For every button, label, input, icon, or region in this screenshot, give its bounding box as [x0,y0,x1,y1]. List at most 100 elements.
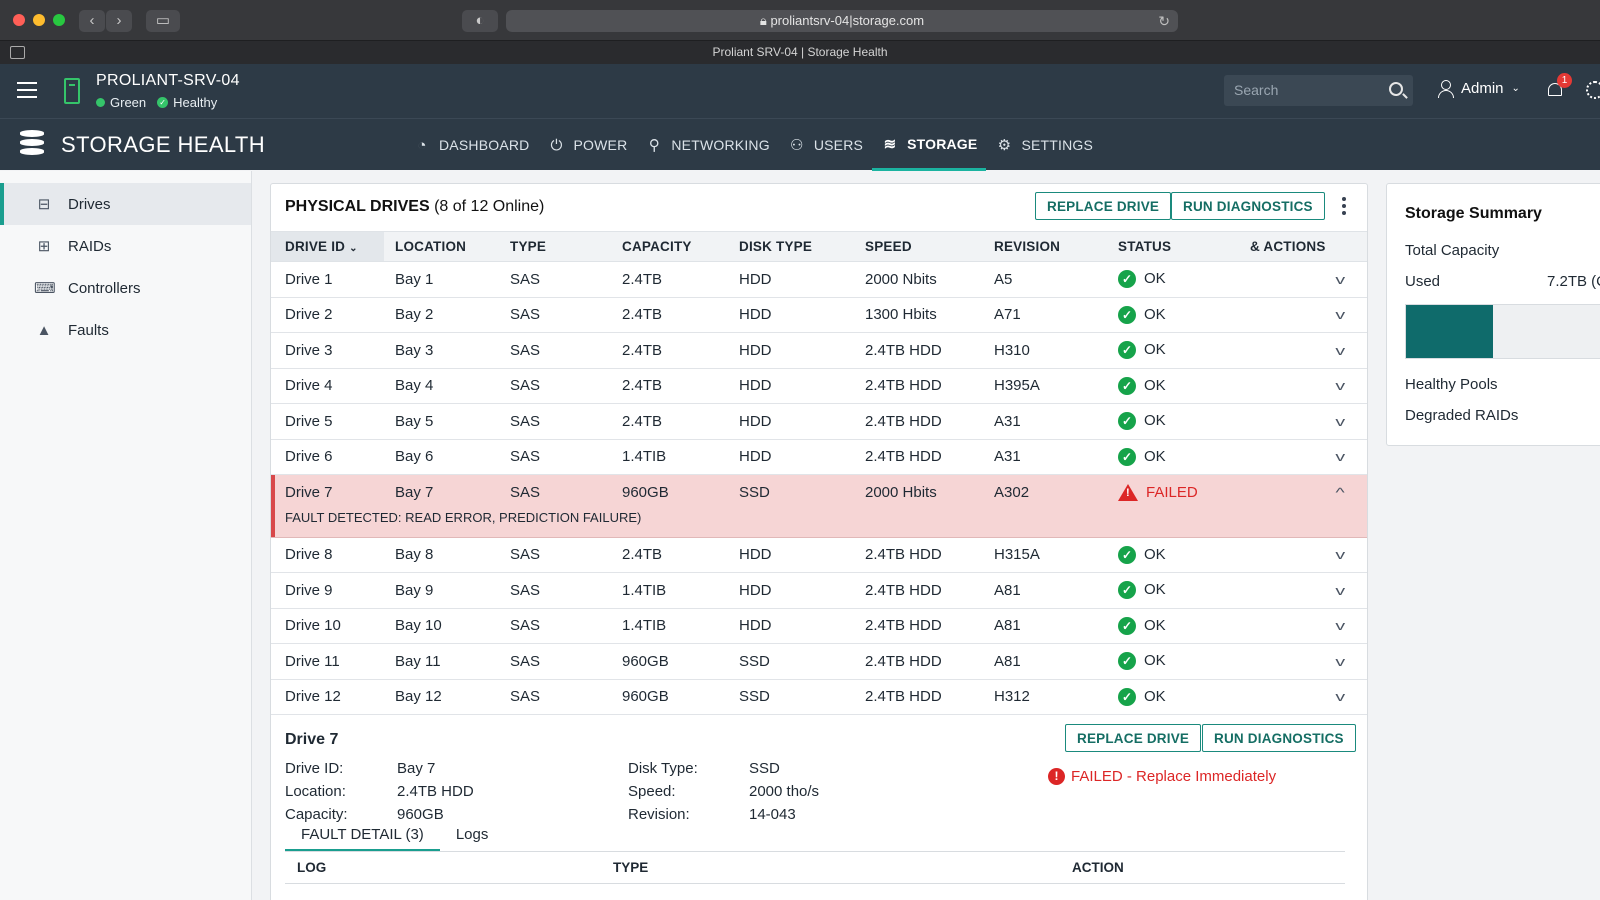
tab-networking[interactable]: ⚲ NETWORKING [636,119,778,171]
tab-logs[interactable]: Logs [455,826,489,843]
table-row[interactable]: Drive 8 Bay 8 SAS 2.4TB HDD 2.4TB HDD H315A ✓ OK… [271,537,1367,573]
table-row[interactable]: Drive 4 Bay 4 SAS 2.4TB HDD 2.4TB HDD H395A ✓ OK… [271,368,1367,404]
run-diagnostics-button[interactable]: RUN DIAGNOSTICS [1171,192,1325,220]
close-window-button[interactable] [13,14,25,26]
reader-icon[interactable] [10,46,25,59]
tab-title[interactable]: Proliant SRV-04 | Storage Health [712,45,888,59]
table-row[interactable]: Drive 10 Bay 10 SAS 1.4TIB HDD 2.4TB HDD A81 ✓ O… [271,608,1367,644]
log-col-log: LOG [297,860,327,875]
search-input[interactable] [1224,75,1374,105]
disk-type-cell: SSD [728,679,854,715]
back-icon[interactable]: ‹ [79,10,105,32]
table-row[interactable]: Drive 1 Bay 1 SAS 2.4TB HDD 2000 Nbits A5 ✓ OK v [271,261,1367,298]
tab-power[interactable]: ⏻ POWER [538,119,636,171]
col-revision[interactable]: REVISION [983,231,1107,262]
status-text: OK [1144,616,1166,634]
forward-icon[interactable]: › [106,10,132,32]
status-text: OK [1144,341,1166,359]
used-value: 7.2TB (C [1547,273,1600,290]
maximize-window-button[interactable] [53,14,65,26]
tab-dashboard[interactable]: ◔ DASHBOARD [404,119,538,171]
server-status: Green ✓ Healthy [96,95,217,110]
capacity-cell: 2.4TB [611,332,728,369]
reload-icon[interactable]: ↻ [1158,13,1170,29]
disk-type-cell: HDD [728,608,854,644]
notifications-button[interactable]: 1 [1546,73,1572,100]
location-label: Location: [285,783,346,800]
col-status[interactable]: STATUS [1107,231,1225,262]
col-speed[interactable]: SPEED [854,231,983,262]
revision-cell: A71 [983,297,1107,333]
status-text: OK [1144,581,1166,599]
table-row[interactable]: Drive 12 Bay 12 SAS 960GB SSD 2.4TB HDD H312 ✓ O… [271,679,1367,715]
tab-settings[interactable]: ⚙ SETTINGS [986,119,1102,171]
capacity-cell: 1.4TIB [611,439,728,475]
col-capacity[interactable]: CAPACITY [611,231,728,262]
drive-icon: ⊟ [37,196,51,213]
table-row[interactable]: Drive 11 Bay 11 SAS 960GB SSD 2.4TB HDD A81 ✓ OK… [271,643,1367,680]
settings-gear-icon[interactable] [1586,81,1600,99]
col-drive-id[interactable]: DRIVE ID ⌄ [271,231,384,262]
table-row[interactable]: Drive 2 Bay 2 SAS 2.4TB HDD 1300 Hbits A71 ✓ OK v [271,297,1367,333]
chevron-down-icon[interactable]: v [1334,618,1345,634]
browser-tab-bar: Proliant SRV-04 | Storage Health [0,40,1600,64]
chevron-down-icon[interactable]: v [1334,378,1345,394]
log-col-type: TYPE [613,860,649,875]
replace-drive-button[interactable]: REPLACE DRIVE [1035,192,1172,220]
col-type[interactable]: TYPE [499,231,611,262]
tab-users[interactable]: ⚇ USERS [779,119,872,171]
more-options-icon[interactable] [1342,197,1346,218]
speed-cell: 2.4TB HDD [854,403,983,440]
table-row[interactable]: Drive 6 Bay 6 SAS 1.4TIB HDD 2.4TB HDD A31 ✓ OK v [271,439,1367,475]
capacity-bar [1405,304,1600,359]
sidebar-item-raids[interactable]: ⊞ RAIDs [0,225,251,267]
minimize-window-button[interactable] [33,14,45,26]
address-bar[interactable]: 🔒︎ proliantsrv-04|storage.com ↻ [506,10,1178,32]
log-table-header: LOG TYPE ACTION [285,852,1345,884]
table-row[interactable]: Drive 5 Bay 5 SAS 2.4TB HDD 2.4TB HDD A31 ✓ OK v [271,403,1367,440]
capacity-cell: 1.4TIB [611,572,728,609]
fault-detail-row: FAULT DETECTED: READ ERROR, PREDICTION F… [271,510,1367,538]
table-row[interactable]: Drive 9 Bay 9 SAS 1.4TIB HDD 2.4TB HDD A81 ✓ OK v [271,572,1367,609]
drive-id-cell: Drive 3 [271,332,384,369]
search-icon[interactable] [1389,82,1403,96]
chevron-up-icon[interactable]: ^ [1335,485,1345,500]
chevron-down-icon[interactable]: v [1334,307,1345,323]
chevron-down-icon[interactable]: v [1334,653,1345,669]
detail-replace-drive-button[interactable]: REPLACE DRIVE [1065,724,1202,752]
drives-online-count: (8 of 12 Online) [434,198,545,215]
sidebar-toggle-icon[interactable]: ▭ [146,10,180,32]
tab-fault-detail[interactable]: FAULT DETAIL (3) [285,824,440,852]
actions-cell: v [1225,643,1367,680]
col-disk-type[interactable]: DISK TYPE [728,231,854,262]
chevron-down-icon[interactable]: v [1334,271,1345,287]
tab-storage[interactable]: ≋ STORAGE [872,119,987,171]
location-cell: Bay 3 [384,332,499,369]
disk-type-cell: SSD [728,643,854,680]
sidebar-item-faults[interactable]: ▲ Faults [0,309,251,351]
chevron-down-icon[interactable]: v [1334,582,1345,598]
chevron-down-icon[interactable]: v [1334,342,1345,358]
detail-run-diagnostics-button[interactable]: RUN DIAGNOSTICS [1202,724,1356,752]
table-row[interactable]: Drive 3 Bay 3 SAS 2.4TB HDD 2.4TB HDD H310 ✓ OK v [271,332,1367,369]
notification-badge: 1 [1557,73,1572,88]
users-icon: ⚇ [790,137,804,154]
detail-title: Drive 7 [285,731,339,748]
revision-cell: A81 [983,643,1107,680]
disk-type-cell: HDD [728,403,854,440]
chevron-down-icon[interactable]: v [1334,413,1345,429]
drive-id-cell: Drive 12 [271,679,384,715]
privacy-shield-icon[interactable]: ◐ [462,10,498,32]
menu-icon[interactable] [17,82,37,103]
chevron-down-icon[interactable]: v [1334,449,1345,465]
sidebar-item-controllers[interactable]: ⌨ Controllers [0,267,251,309]
capacity-cell: 2.4TB [611,537,728,573]
chevron-down-icon[interactable]: v [1334,689,1345,705]
col-location[interactable]: LOCATION [384,231,499,262]
sidebar-item-drives[interactable]: ⊟ Drives [0,183,251,225]
chevron-down-icon[interactable]: v [1334,547,1345,563]
check-circle-icon: ✓ [1118,447,1136,466]
status-cell: ✓ OK [1107,643,1225,680]
user-menu[interactable]: Admin ⌄ [1438,80,1520,98]
